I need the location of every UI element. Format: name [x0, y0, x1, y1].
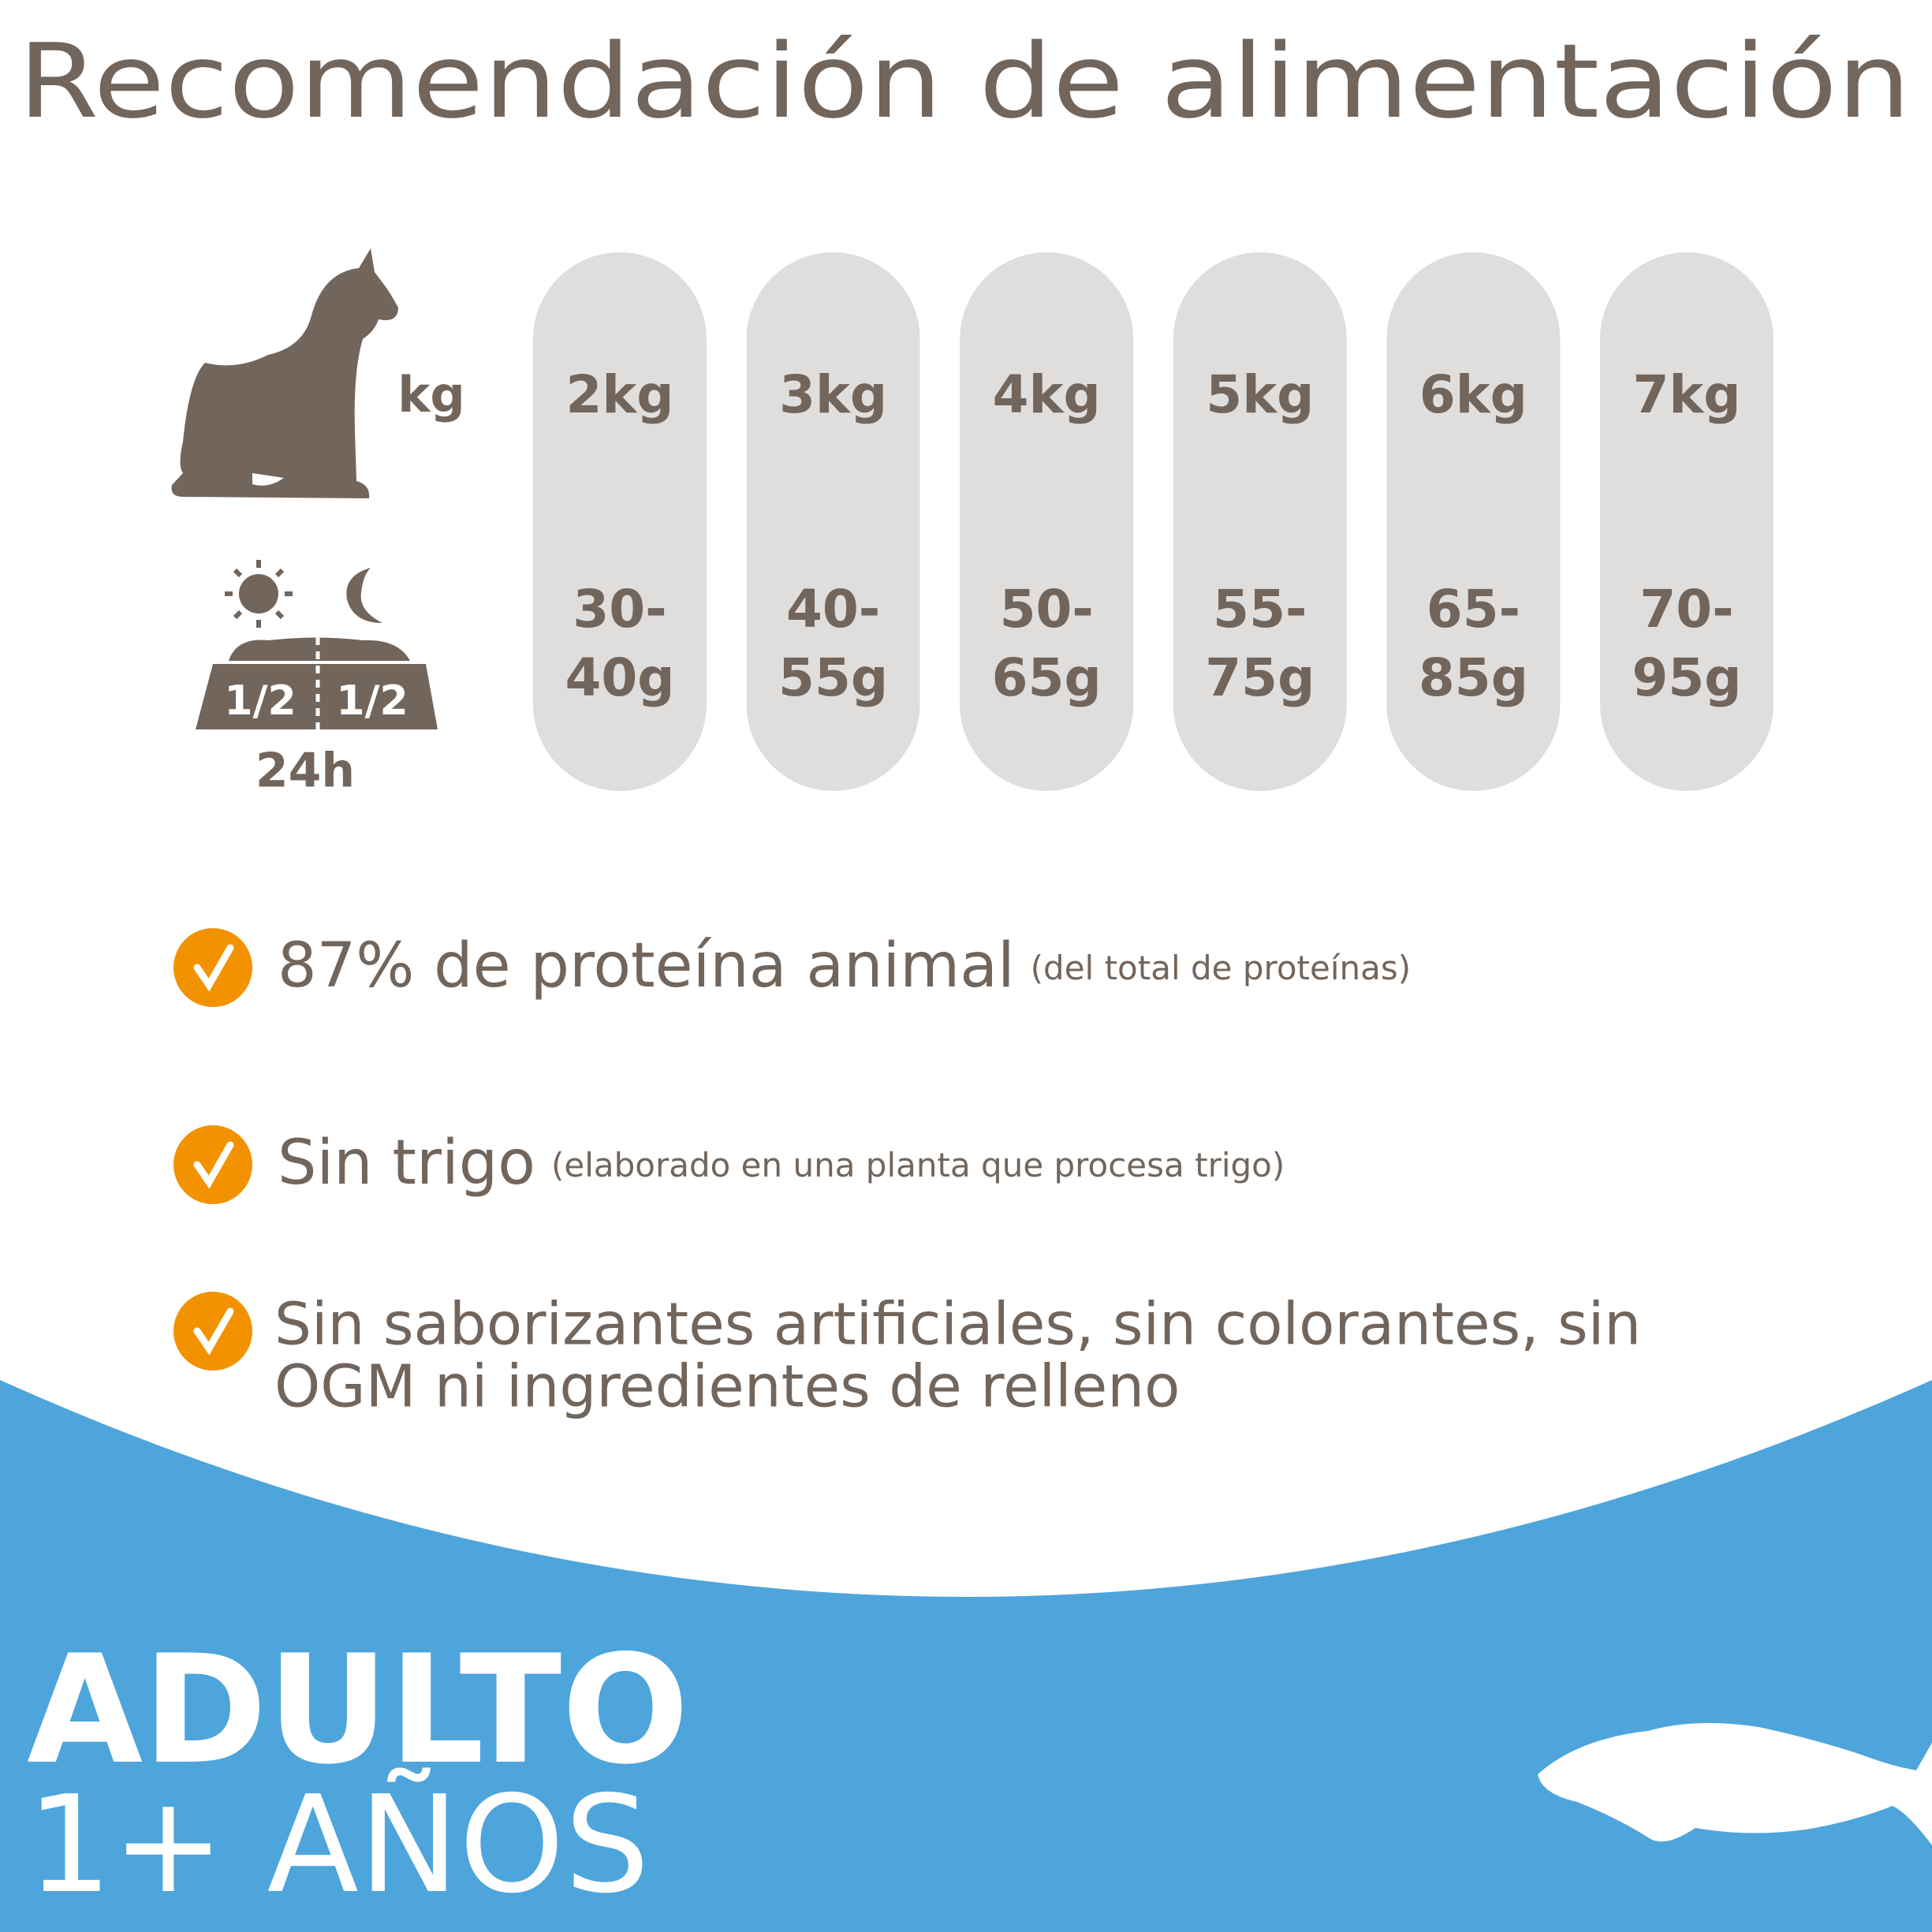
column-pill — [960, 252, 1134, 791]
feature-text: Sin trigo — [278, 1128, 535, 1199]
amount: 65g — [992, 647, 1102, 708]
column-pill — [746, 252, 920, 791]
feature-note: (elaborado en una planta que procesa tri… — [551, 1146, 1285, 1184]
feature-line: Sin trigo (elaborado en una planta que pr… — [278, 1128, 1285, 1199]
amount: 55g — [778, 647, 888, 708]
title: Recomendación de alimentación — [18, 21, 1911, 141]
cat-icon — [171, 248, 399, 498]
feature-line: 87% de proteína animal (del total de prot… — [278, 931, 1411, 1001]
check-badge — [173, 1292, 252, 1371]
check-mark — [193, 944, 234, 992]
weight: 2kg — [565, 364, 673, 425]
amount: 40g — [565, 647, 674, 708]
check-badge — [173, 928, 252, 1007]
column-pill — [1386, 252, 1561, 791]
weight: 5kg — [1206, 364, 1314, 425]
amount: 30- — [573, 579, 666, 640]
feature-text: OGM ni ingredientes de relleno — [274, 1353, 1180, 1421]
amount: 55- — [1213, 579, 1307, 640]
period-label: 24h — [255, 744, 355, 799]
age-label: 1+ AÑOS — [27, 1767, 650, 1923]
amount: 85g — [1419, 647, 1528, 708]
weight: 4kg — [993, 364, 1101, 425]
portion-label: 1/2 — [224, 677, 296, 725]
amount: 65- — [1427, 579, 1520, 640]
portion-label: 1/2 — [336, 677, 408, 725]
amount: 75g — [1205, 647, 1315, 708]
weight-unit: kg — [397, 366, 465, 423]
feature-text: Sin saborizantes artificiales, sin color… — [274, 1291, 1641, 1359]
weight: 3kg — [779, 364, 887, 425]
feature-list: 87% de proteína animal (del total de prot… — [173, 928, 1641, 1421]
fish-icon — [1538, 1723, 1932, 1845]
check-badge — [173, 1125, 252, 1204]
amount: 40- — [786, 579, 880, 640]
weight: 7kg — [1632, 364, 1740, 425]
footer-band — [0, 1380, 1932, 1932]
column-pill — [1173, 252, 1347, 791]
life-stage: ADULTO — [27, 1623, 689, 1797]
amount: 50- — [1000, 579, 1094, 640]
amount: 95g — [1632, 647, 1741, 708]
check-mark — [193, 1307, 234, 1356]
feature-text: 87% de proteína animal — [278, 931, 1015, 1001]
weight: 6kg — [1419, 364, 1527, 425]
column-pill — [1600, 252, 1773, 791]
feature-note: (del total de proteínas) — [1031, 949, 1411, 987]
check-mark — [193, 1141, 234, 1189]
column-pill — [533, 252, 707, 791]
amount: 70- — [1639, 579, 1733, 640]
feeding-table: 2kg 30- 40g 3kg 40- 55g 4kg 50- 65g 5kg 55- 75g 6kg 6… — [533, 252, 1773, 791]
